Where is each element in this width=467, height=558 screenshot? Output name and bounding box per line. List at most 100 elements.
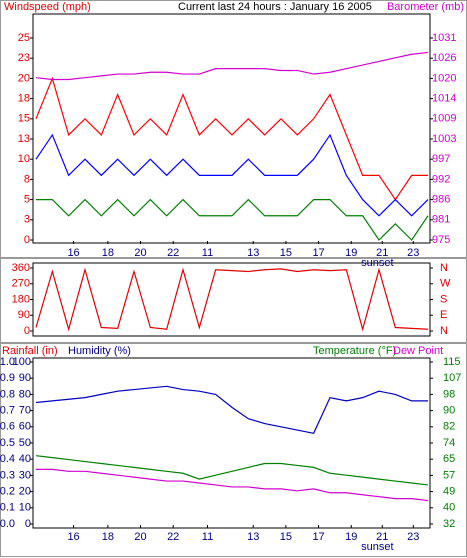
annotation: sunset — [361, 541, 393, 553]
tick-label: 70 — [19, 405, 31, 417]
series-line — [35, 385, 428, 434]
tick-label: 3 — [24, 214, 30, 226]
tick-label: W — [440, 278, 451, 290]
tick-label: 40 — [443, 502, 455, 514]
x-tick-label: 22 — [167, 247, 179, 259]
tick-label: 65 — [443, 453, 455, 465]
tick-label: 270 — [12, 278, 30, 290]
tick-label: 0.9 — [0, 372, 15, 384]
tick-label: 0.0 — [0, 518, 15, 530]
x-tick-label: 17 — [312, 247, 324, 259]
tick-label: 10 — [19, 502, 31, 514]
tick-label: 0.2 — [0, 486, 15, 498]
x-tick-label: 20 — [134, 247, 146, 259]
tick-label: 0.5 — [0, 437, 15, 449]
tick-label: 8 — [24, 173, 30, 185]
tick-label: 0.1 — [0, 502, 15, 514]
tick-label: 25 — [18, 32, 30, 44]
x-tick-label: 18 — [102, 247, 114, 259]
tick-label: 32 — [443, 518, 455, 530]
tick-label: 0 — [25, 518, 31, 530]
rain-axis-label: Rainfall (in) — [2, 345, 58, 357]
tick-label: 0 — [24, 234, 30, 246]
x-tick-label: 21 — [376, 531, 388, 543]
legend-label: Humidity (%) — [68, 345, 131, 357]
tick-label: 10 — [18, 153, 30, 165]
tick-label: 360 — [12, 262, 30, 274]
tick-label: 18 — [18, 93, 30, 105]
tick-label: S — [440, 293, 447, 305]
series-line — [36, 468, 429, 502]
tick-label: 60 — [19, 421, 31, 433]
tick-label: 80 — [19, 388, 31, 400]
x-tick-label: 11 — [202, 531, 213, 543]
x-tick-label: 23 — [407, 531, 419, 543]
x-tick-label: 17 — [312, 531, 324, 543]
tick-label: 5 — [24, 194, 30, 206]
series-line — [35, 133, 429, 217]
tick-label: 20 — [18, 72, 30, 84]
tick-label: 0.7 — [0, 405, 15, 417]
tick-label: 1014 — [432, 93, 456, 105]
tick-label: 13 — [18, 133, 30, 145]
tick-label: 74 — [443, 437, 455, 449]
tick-label: 1009 — [432, 113, 456, 125]
series-line — [35, 267, 429, 332]
tick-label: 50 — [19, 437, 31, 449]
series-line — [36, 198, 429, 241]
legend-label: Dew Point — [393, 345, 443, 357]
x-tick-label: 19 — [345, 531, 357, 543]
tick-label: 997 — [432, 153, 450, 165]
tick-label: 986 — [432, 194, 450, 206]
tick-label: 0.3 — [0, 469, 15, 481]
tick-label: 992 — [432, 173, 450, 185]
x-tick-label: 13 — [247, 531, 259, 543]
annotation: sunset — [361, 257, 393, 269]
tick-label: 1026 — [432, 52, 456, 64]
legend-label: Temperature (°F) — [313, 345, 396, 357]
x-tick-label: 19 — [345, 247, 357, 259]
tick-label: 57 — [443, 469, 455, 481]
tick-label: 981 — [432, 214, 450, 226]
tick-label: 1020 — [432, 72, 456, 84]
tick-label: 20 — [19, 486, 31, 498]
x-tick-label: 15 — [280, 531, 292, 543]
tick-label: 975 — [432, 234, 450, 246]
x-tick-label: 16 — [67, 247, 79, 259]
tick-label: 90 — [18, 309, 30, 321]
x-tick-label: 23 — [407, 247, 419, 259]
tick-label: 49 — [443, 486, 455, 498]
y-axis-label: Windspeed (mph) — [4, 1, 91, 13]
x-tick-label: 13 — [247, 247, 259, 259]
plot-area — [32, 357, 431, 529]
tick-label: N — [440, 325, 448, 337]
tick-label: 115 — [443, 356, 461, 368]
tick-label: 100 — [13, 356, 31, 368]
tick-label: 1.0 — [0, 356, 15, 368]
x-tick-label: 16 — [67, 531, 79, 543]
tick-label: 30 — [19, 469, 31, 481]
x-tick-label: 15 — [280, 247, 292, 259]
tick-label: 15 — [18, 113, 30, 125]
tick-label: 0.6 — [0, 421, 15, 433]
tick-label: 82 — [443, 421, 455, 433]
y2-axis-label: Barometer (mb) — [387, 1, 464, 13]
tick-label: E — [440, 309, 447, 321]
plot-area — [32, 13, 431, 244]
x-tick-label: 18 — [102, 531, 114, 543]
series-line — [35, 51, 429, 81]
tick-label: 107 — [443, 372, 461, 384]
tick-label: 1031 — [432, 32, 456, 44]
tick-label: N — [440, 262, 448, 274]
tick-label: 0.4 — [0, 453, 15, 465]
tick-label: 40 — [19, 453, 31, 465]
tick-label: 0 — [24, 325, 30, 337]
tick-label: 90 — [443, 405, 455, 417]
x-tick-label: 21 — [376, 247, 388, 259]
x-tick-label: 20 — [134, 531, 146, 543]
tick-label: 1003 — [432, 133, 456, 145]
tick-label: 23 — [18, 52, 30, 64]
tick-label: 90 — [19, 372, 31, 384]
series-line — [35, 76, 428, 201]
